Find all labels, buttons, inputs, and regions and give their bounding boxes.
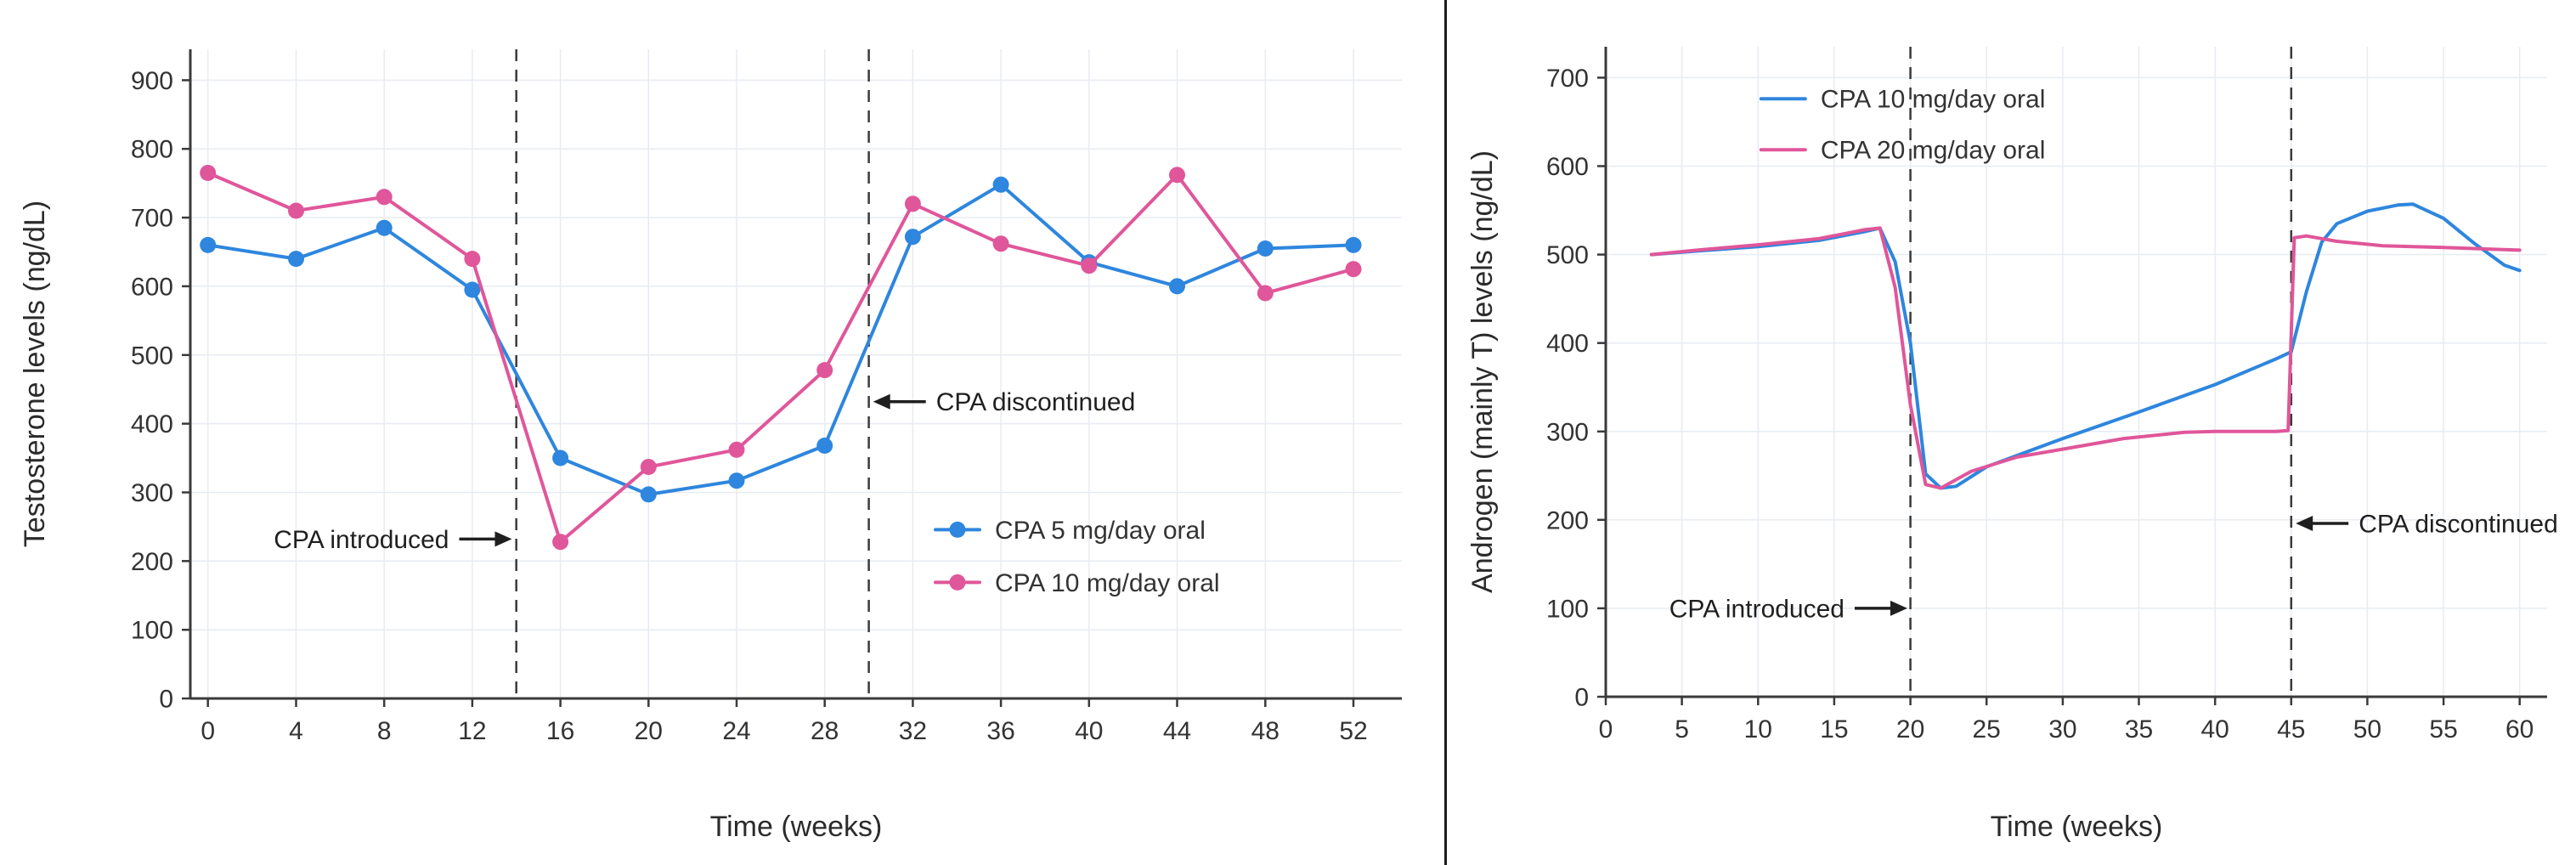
testosterone-chart-panel: 0 4 8 12 16 20 24 28 32 36 40 44 48 52 0 100 200 300 400 50… xyxy=(19,49,1402,843)
x-tick-label: 10 xyxy=(1744,715,1772,743)
series-line xyxy=(206,171,1355,544)
annotation-arrow-head xyxy=(2296,516,2313,531)
androgen-chart: 0 5 10 15 20 25 30 35 40 45 50 55 600100200300400500… xyxy=(1466,47,2558,843)
legend-label: CPA 5 mg/day oral xyxy=(995,517,1206,545)
data-point-marker xyxy=(376,189,393,206)
data-point-marker xyxy=(552,534,569,551)
x-tick-label: 30 xyxy=(2048,715,2076,743)
y-tick-label: 300 xyxy=(131,479,173,507)
data-point-marker xyxy=(1345,236,1362,253)
legend-label: CPA 10 mg/day oral xyxy=(1821,86,2046,114)
y-tick-label: 0 xyxy=(1574,684,1589,712)
data-point-marker xyxy=(904,229,921,246)
legend-label: CPA 10 mg/day oral xyxy=(995,569,1220,597)
annotation-text: CPA discontinued xyxy=(936,388,1136,416)
series-line xyxy=(1649,226,2522,490)
x-tick-label: 12 xyxy=(458,717,486,745)
data-point-marker xyxy=(464,251,481,268)
annotation-text: CPA introduced xyxy=(1669,595,1844,623)
x-tick-label: 35 xyxy=(2125,715,2153,743)
y-tick-label: 500 xyxy=(1546,241,1589,269)
y-tick-label: 0 xyxy=(159,686,173,714)
x-axis-label: Time (weeks) xyxy=(1991,811,2163,843)
annotation-arrow-head xyxy=(1890,600,1907,616)
x-tick-label: 16 xyxy=(546,717,574,745)
data-point-marker xyxy=(1169,278,1185,295)
x-tick-label: 55 xyxy=(2429,715,2457,743)
x-tick-label: 36 xyxy=(986,717,1014,745)
y-axis-label: Testosterone levels (ng/dL) xyxy=(19,201,51,547)
data-point-marker xyxy=(288,202,304,219)
data-point-marker xyxy=(992,235,1009,252)
data-point-marker xyxy=(1345,261,1362,278)
y-tick-label: 200 xyxy=(131,548,173,576)
data-point-marker xyxy=(816,438,833,454)
legend-label: CPA 20 mg/day oral xyxy=(1821,137,2046,165)
x-tick-label: 45 xyxy=(2277,715,2305,743)
annotation-arrow-head xyxy=(494,531,512,547)
y-tick-label: 800 xyxy=(131,136,173,164)
y-tick-label: 700 xyxy=(131,205,173,233)
data-point-marker xyxy=(200,236,217,253)
y-tick-label: 700 xyxy=(1546,65,1589,93)
x-tick-label: 0 xyxy=(1599,715,1613,743)
x-tick-label: 25 xyxy=(1973,715,2001,743)
data-point-marker xyxy=(200,165,217,181)
x-tick-label: 20 xyxy=(1896,715,1924,743)
panel-divider xyxy=(1444,0,1447,865)
x-tick-label: 40 xyxy=(2201,715,2229,743)
data-point-marker xyxy=(728,472,745,489)
x-tick-label: 15 xyxy=(1820,715,1848,743)
y-tick-label: 500 xyxy=(131,342,173,370)
x-tick-label: 5 xyxy=(1675,715,1689,743)
y-axis-label: Androgen (mainly T) levels (ng/dL) xyxy=(1466,150,1499,593)
y-tick-label: 300 xyxy=(1546,418,1589,446)
x-tick-label: 20 xyxy=(635,717,663,745)
y-tick-label: 600 xyxy=(1546,153,1589,181)
annotation-text: CPA introduced xyxy=(274,526,449,554)
x-tick-label: 40 xyxy=(1075,717,1103,745)
legend-swatch-marker xyxy=(949,574,966,591)
y-tick-label: 100 xyxy=(1546,595,1589,623)
x-tick-label: 0 xyxy=(201,717,215,745)
data-point-marker xyxy=(992,176,1009,193)
x-axis-label: Time (weeks) xyxy=(710,811,883,843)
series-line xyxy=(206,183,1355,496)
y-tick-label: 200 xyxy=(1546,506,1589,534)
y-tick-label: 400 xyxy=(131,410,173,438)
data-point-marker xyxy=(1257,285,1274,302)
x-tick-label: 60 xyxy=(2505,715,2534,743)
x-tick-label: 8 xyxy=(377,717,392,745)
data-point-marker xyxy=(904,195,921,212)
y-tick-label: 600 xyxy=(131,273,173,301)
data-point-marker xyxy=(464,281,481,298)
x-tick-label: 50 xyxy=(2353,715,2381,743)
testosterone-chart: 0 4 8 12 16 20 24 28 32 36 40 44 48 52010020030040050… xyxy=(19,49,1402,843)
data-point-marker xyxy=(1257,240,1274,257)
data-point-marker xyxy=(376,219,393,236)
x-tick-label: 32 xyxy=(899,717,927,745)
data-point-marker xyxy=(728,441,745,458)
data-point-marker xyxy=(640,459,657,475)
x-tick-label: 52 xyxy=(1339,717,1367,745)
x-tick-label: 48 xyxy=(1251,717,1280,745)
annotation-text: CPA discontinued xyxy=(2359,511,2558,539)
annotation-arrow-head xyxy=(873,393,890,410)
y-tick-label: 400 xyxy=(1546,330,1589,358)
data-point-marker xyxy=(640,486,657,503)
y-tick-label: 100 xyxy=(131,617,173,645)
data-point-marker xyxy=(816,362,833,379)
x-tick-label: 24 xyxy=(722,717,750,745)
androgen-chart-panel: 0 5 10 15 20 25 30 35 40 45 50 55 60 0 100 200 300 400 500… xyxy=(1448,0,2576,865)
data-point-marker xyxy=(552,449,569,466)
legend-swatch-marker xyxy=(949,521,966,538)
y-tick-label: 900 xyxy=(131,67,173,95)
data-point-marker xyxy=(288,251,304,268)
data-point-marker xyxy=(1169,167,1185,184)
x-tick-label: 28 xyxy=(811,717,839,745)
x-tick-label: 44 xyxy=(1163,717,1191,745)
x-tick-label: 4 xyxy=(289,717,303,745)
data-point-marker xyxy=(1081,257,1098,274)
